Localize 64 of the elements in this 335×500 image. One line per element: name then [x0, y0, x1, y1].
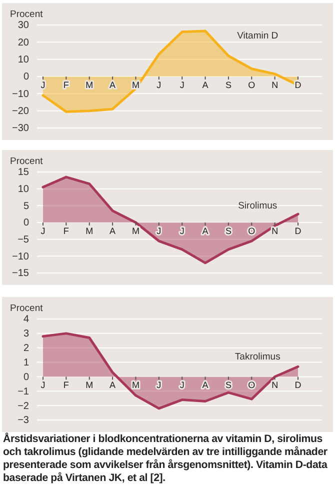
x-tick-label: F: [63, 80, 70, 90]
x-tick-label: M: [86, 226, 94, 236]
y-tick-label: 5: [23, 200, 30, 212]
y-tick-label: 2: [23, 343, 30, 354]
y-tick-label: −10: [12, 88, 30, 100]
y-axis-title: Procent: [10, 303, 44, 314]
y-tick-label: 3: [23, 328, 30, 340]
x-tick-label: A: [202, 380, 208, 390]
y-tick-label: −30: [12, 123, 30, 134]
text: Årstidsvariationer i blodkoncentrationerna av vitamin D, sirolimus och takrolimus (glidande medelvärden av tre intilliggande månader presenterade som avvikelser från årsgenomsnittet). Vitamin D-data baserade på Virtanen JK, et al [2].: [3, 433, 328, 485]
x-tick-label: A: [202, 80, 208, 90]
series-label: Takrolimus: [234, 352, 281, 363]
x-tick-label: N: [272, 380, 278, 390]
y-tick-label: 10: [18, 184, 30, 196]
x-tick-label: J: [180, 226, 184, 236]
x-tick-label: M: [86, 80, 94, 90]
x-tick-label: S: [225, 80, 232, 90]
y-tick-label: −5: [18, 234, 30, 246]
x-tick-label: O: [248, 380, 256, 390]
y-tick-label: 0: [23, 218, 30, 229]
series-label: Vitamin D: [237, 30, 278, 42]
x-tick-label: F: [63, 380, 70, 390]
series-label: Sirolimus: [238, 200, 278, 212]
x-tick-label: F: [63, 226, 70, 236]
x-tick-label: A: [110, 380, 116, 390]
y-tick-label: −10: [12, 251, 30, 262]
y-tick-label: 0: [23, 372, 30, 383]
x-tick-label: J: [40, 380, 46, 390]
y-tick-label: 20: [18, 37, 30, 48]
y-tick-label: 15: [18, 167, 30, 178]
x-tick-label: O: [248, 226, 256, 236]
y-axis-title: Procent: [10, 9, 44, 20]
y-tick-label: 1: [23, 357, 30, 368]
x-tick-label: J: [156, 380, 162, 390]
x-tick-label: M: [86, 380, 94, 390]
x-tick-label: M: [132, 380, 140, 390]
x-tick-label: O: [248, 80, 256, 90]
y-tick-label: −3: [18, 415, 30, 426]
x-tick-label: D: [294, 226, 302, 236]
x-tick-label: D: [294, 380, 302, 390]
x-tick-label: J: [180, 380, 184, 390]
y-tick-label: 4: [23, 314, 30, 326]
y-tick-label: 10: [18, 54, 30, 66]
y-tick-label: 0: [23, 72, 30, 83]
x-tick-label: M: [132, 80, 140, 90]
x-tick-label: J: [156, 226, 162, 236]
x-tick-label: S: [225, 380, 232, 390]
x-tick-label: S: [225, 226, 232, 236]
x-tick-label: J: [156, 80, 162, 90]
y-tick-label: −2: [18, 400, 30, 412]
x-tick-label: A: [110, 80, 116, 90]
x-tick-label: N: [272, 226, 278, 236]
x-tick-label: J: [40, 226, 46, 236]
x-tick-label: A: [202, 226, 208, 236]
y-tick-label: 30: [18, 20, 30, 32]
x-tick-label: M: [132, 226, 140, 236]
x-tick-label: N: [272, 80, 278, 90]
y-tick-label: −1: [18, 386, 30, 398]
y-tick-label: −15: [12, 268, 30, 280]
y-axis-title: Procent: [10, 156, 44, 167]
y-tick-label: −20: [12, 106, 30, 118]
x-tick-label: A: [110, 226, 116, 236]
x-tick-label: J: [40, 80, 46, 90]
x-tick-label: J: [180, 80, 184, 90]
